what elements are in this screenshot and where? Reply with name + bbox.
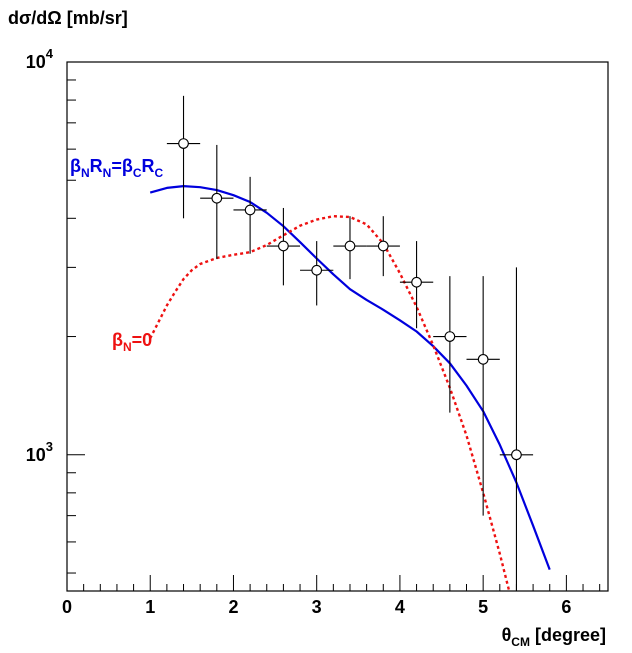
data-point xyxy=(466,276,500,516)
x-tick-label: 4 xyxy=(395,597,405,617)
data-marker xyxy=(244,204,256,216)
label-eq-beta: =β xyxy=(111,156,133,176)
curve-betaN-zero xyxy=(149,215,511,591)
data-point xyxy=(233,176,267,254)
data-marker xyxy=(411,276,422,288)
data-marker xyxy=(211,192,223,204)
data-point xyxy=(166,95,201,219)
data-marker xyxy=(377,240,389,252)
label-R: R xyxy=(90,156,103,176)
data-marker xyxy=(477,353,489,365)
y-tick-base: 10 xyxy=(26,445,46,465)
data-marker xyxy=(511,449,522,461)
data-points xyxy=(166,95,534,591)
label-beta: β xyxy=(70,156,81,176)
x-axis-title-symbol: θ xyxy=(502,625,512,645)
plot-frame xyxy=(66,61,609,592)
y-tick-label: 104 xyxy=(26,46,54,72)
label-sub: C xyxy=(133,166,142,180)
data-marker xyxy=(178,138,189,149)
data-marker xyxy=(278,240,289,252)
data-point xyxy=(366,216,400,277)
y-axis-title-quantity: dσ/dΩ xyxy=(8,8,62,28)
y-tick-label: 103 xyxy=(26,439,53,465)
y-tick-exponent: 3 xyxy=(46,439,53,454)
x-axis-title-unit: [degree] xyxy=(530,625,606,645)
x-axis-title-subscript: CM xyxy=(511,635,530,649)
x-tick-label: 1 xyxy=(145,597,155,617)
x-tick-label: 0 xyxy=(62,597,72,617)
data-point xyxy=(300,241,334,306)
x-axis-title: θCM [degree] xyxy=(502,625,606,649)
series-label-betaN-RN: βNRN=βCRC xyxy=(70,156,164,180)
data-point xyxy=(499,267,534,591)
data-marker xyxy=(344,240,356,252)
y-axis-title-unit: [mb/sr] xyxy=(62,8,128,28)
label-sub: N xyxy=(81,166,90,180)
label-R: R xyxy=(142,156,155,176)
label-sub: N xyxy=(103,166,112,180)
label-sub: C xyxy=(155,166,164,180)
data-marker xyxy=(444,331,456,342)
y-axis-title: dσ/dΩ [mb/sr] xyxy=(8,8,128,28)
label-beta: β xyxy=(112,330,123,350)
x-tick-label: 6 xyxy=(561,597,571,617)
data-point xyxy=(266,207,301,286)
x-tick-label: 5 xyxy=(478,597,488,617)
data-point xyxy=(333,216,367,280)
x-tick-label: 2 xyxy=(228,597,238,617)
y-tick-exponent: 4 xyxy=(46,46,54,61)
label-sub: N xyxy=(123,340,132,354)
data-marker xyxy=(311,264,323,276)
data-point xyxy=(200,144,234,260)
data-point xyxy=(433,276,467,413)
x-tick-label: 3 xyxy=(312,597,322,617)
plot-border xyxy=(66,61,609,592)
series-label-betaN-zero: βN=0 xyxy=(112,330,152,354)
data-point xyxy=(399,241,434,329)
label-eq-zero: =0 xyxy=(132,330,153,350)
y-tick-base: 10 xyxy=(26,52,46,72)
